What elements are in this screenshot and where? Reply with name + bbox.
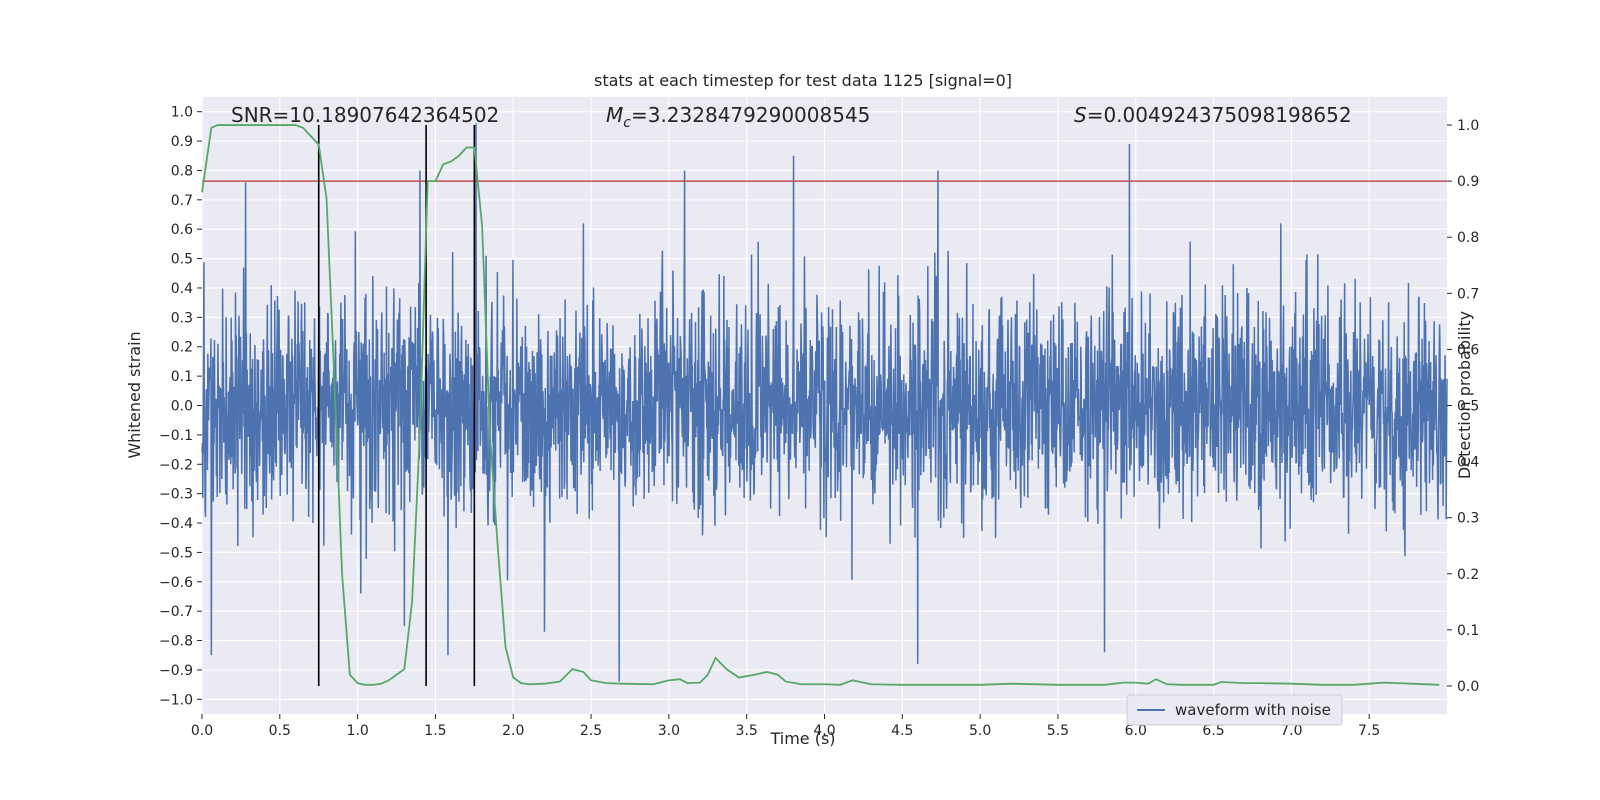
x-tick-label: 6.5 [1202, 723, 1224, 739]
y-tick-label: 0.3 [171, 310, 193, 326]
x-tick-label: 4.0 [813, 723, 835, 739]
y2-tick-label: 0.5 [1457, 399, 1479, 415]
x-tick-label: 3.5 [736, 723, 758, 739]
y2-tick-label: 0.8 [1457, 230, 1479, 246]
statistic-annotation: S=0.004924375098198652 [1074, 103, 1352, 127]
y-tick-label: −0.2 [159, 457, 193, 473]
y-tick-label: 0.1 [171, 369, 193, 385]
left-y-axis-ticks: −1.0 −0.9 −0.8 −0.7 −0.6 −0.5 −0.4 −0.3 −0.2 −0.1… [159, 105, 202, 708]
probability-series [201, 124, 1440, 686]
x-tick-label: 7.5 [1358, 723, 1380, 739]
y-tick-label: 1.0 [171, 105, 193, 121]
x-tick-label: 5.5 [1047, 723, 1069, 739]
y-tick-label: −0.1 [159, 428, 193, 444]
y-tick-label: 0.4 [171, 281, 193, 297]
y-tick-label: 0.0 [171, 399, 193, 415]
x-axis-ticks: 0.0 0.5 1.0 1.5 2.0 2.5 3.0 3.5 4.0 4.5 5.0 5.5 6.0 6… [191, 714, 1380, 739]
y2-axis-label: Detection probability [1455, 311, 1474, 479]
y2-tick-label: 0.0 [1457, 679, 1479, 695]
y-tick-label: −0.9 [159, 663, 193, 679]
y2-tick-label: 0.6 [1457, 342, 1479, 358]
y-tick-label: −0.5 [159, 545, 193, 561]
x-tick-label: 7.0 [1280, 723, 1302, 739]
y2-tick-label: 0.1 [1457, 623, 1479, 639]
y-tick-label: −1.0 [159, 692, 193, 708]
chirp-mass-subscript: c [623, 115, 631, 131]
y-tick-label: 0.5 [171, 252, 193, 268]
waveform-line [201, 123, 1448, 682]
chirp-mass-value: =3.2328479290008545 [631, 103, 870, 127]
x-tick-label: 5.0 [969, 723, 991, 739]
y-tick-label: 0.2 [171, 340, 193, 356]
y-tick-label: 0.7 [171, 193, 193, 209]
x-tick-label: 1.0 [346, 723, 368, 739]
x-axis-label: Time (s) [769, 729, 835, 748]
legend: waveform with noise [1126, 694, 1343, 726]
statistic-symbol: S [1074, 103, 1087, 127]
legend-label: waveform with noise [1175, 701, 1331, 719]
y-axis-label: Whitened strain [125, 331, 144, 458]
x-tick-label: 0.0 [191, 723, 213, 739]
y2-tick-label: 0.9 [1457, 174, 1479, 190]
y-tick-label: 0.6 [171, 222, 193, 238]
chart-title: stats at each timestep for test data 112… [594, 71, 1012, 90]
x-tick-label: 2.0 [502, 723, 524, 739]
y2-tick-label: 0.4 [1457, 455, 1479, 471]
legend-box [1126, 694, 1343, 726]
y2-tick-label: 0.2 [1457, 567, 1479, 583]
y-tick-label: −0.7 [159, 604, 193, 620]
y-tick-label: 0.9 [171, 134, 193, 150]
y2-tick-label: 0.3 [1457, 511, 1479, 527]
y-tick-label: −0.3 [159, 487, 193, 503]
y-tick-label: −0.4 [159, 516, 193, 532]
y-tick-label: −0.6 [159, 575, 193, 591]
x-tick-label: 4.5 [891, 723, 913, 739]
x-tick-label: 2.5 [580, 723, 602, 739]
x-tick-label: 3.0 [658, 723, 680, 739]
chirp-mass-annotation: Mc=3.2328479290008545 [606, 103, 870, 131]
statistic-value: =0.004924375098198652 [1087, 103, 1352, 127]
probability-line [201, 124, 1440, 686]
y-tick-label: 0.8 [171, 163, 193, 179]
chirp-mass-symbol: M [606, 103, 623, 127]
x-tick-label: 6.0 [1125, 723, 1147, 739]
x-tick-label: 0.5 [269, 723, 291, 739]
snr-annotation: SNR=10.18907642364502 [231, 103, 499, 127]
y-tick-label: −0.8 [159, 634, 193, 650]
waveform-series [201, 123, 1448, 682]
right-y-axis-ticks: 0.0 0.1 0.2 0.3 0.4 0.5 0.6 0.7 0.8 0.9 1.0 [1447, 118, 1479, 695]
x-tick-label: 1.5 [424, 723, 446, 739]
y2-tick-label: 0.7 [1457, 286, 1479, 302]
y2-tick-label: 1.0 [1457, 118, 1479, 134]
